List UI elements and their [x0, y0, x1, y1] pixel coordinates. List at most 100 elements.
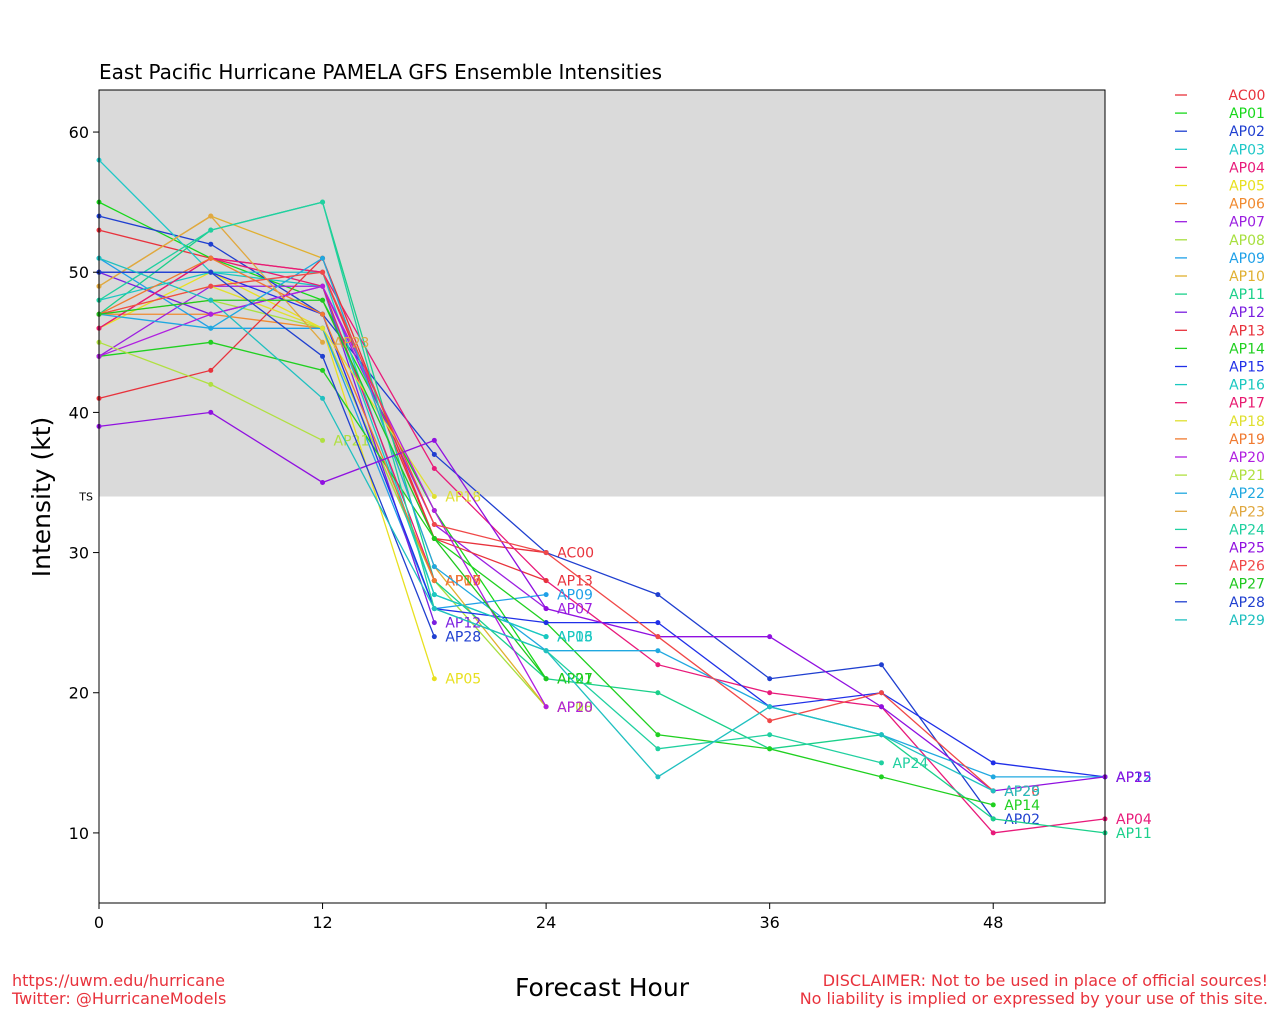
data-point-AP29: [990, 788, 996, 794]
data-point-AP23: [208, 213, 214, 219]
data-point-AP14: [208, 339, 214, 345]
series-end-label-AP26: AP26: [1004, 784, 1040, 800]
x-axis-label: Forecast Hour: [515, 973, 690, 1002]
data-point-AP25: [543, 606, 549, 612]
series-end-label-AP19: AP19: [445, 574, 481, 590]
data-point-AP14: [878, 774, 884, 780]
x-tick-label: 24: [536, 913, 556, 932]
series-AP26: AP26: [96, 269, 1040, 800]
data-point-AP14: [320, 367, 326, 373]
series-end-label-AP18: AP18: [445, 490, 481, 506]
data-point-AP24: [878, 760, 884, 766]
series-end-label-AP05: AP05: [445, 672, 481, 688]
legend-label-AP15: AP15: [1229, 360, 1265, 376]
data-point-AP28: [320, 353, 326, 359]
legend-label-AP25: AP25: [1229, 541, 1265, 557]
series-AP29: AP29: [96, 255, 1040, 800]
data-point-AP14: [655, 732, 661, 738]
series-line-AP22: [98, 257, 1105, 778]
disclaimer-line-1: DISCLAIMER: Not to be used in place of o…: [822, 971, 1268, 990]
y-tick-label: 30: [69, 544, 89, 563]
y-tick-label: 40: [69, 403, 89, 422]
data-point-AP02: [208, 241, 214, 247]
data-point-AP25: [320, 479, 326, 485]
data-point-AP24: [208, 227, 214, 233]
x-tick-label: 0: [94, 913, 104, 932]
legend-label-AP06: AP06: [1229, 197, 1265, 213]
legend-label-AP22: AP22: [1229, 486, 1265, 502]
data-point-AP25: [208, 409, 214, 415]
legend-label-AP29: AP29: [1229, 613, 1265, 629]
data-point-AP20: [431, 508, 437, 514]
data-point-AP29: [655, 774, 661, 780]
series-end-label-AP14: AP14: [1004, 798, 1040, 814]
footer-twitter[interactable]: Twitter: @HurricaneModels: [12, 989, 227, 1008]
series-end-label-AP02: AP02: [1004, 812, 1040, 828]
data-point-AP22: [990, 774, 996, 780]
legend-label-AP14: AP14: [1229, 341, 1265, 357]
y-tick-label: 10: [69, 824, 89, 843]
data-point-AP25: [878, 704, 884, 710]
legend-label-AP24: AP24: [1229, 522, 1265, 538]
data-point-AP26: [655, 634, 661, 640]
legend-label-AP19: AP19: [1229, 432, 1265, 448]
data-point-AP25: [431, 437, 437, 443]
data-point-AP13: [543, 578, 549, 584]
legend-label-AP21: AP21: [1229, 468, 1265, 484]
data-point-AP19: [208, 255, 214, 261]
series-end-label-AP27: AP27: [557, 672, 593, 688]
data-point-AP02: [767, 676, 773, 682]
data-point-AP25: [767, 634, 773, 640]
series-line-AP19: [98, 257, 435, 581]
series-end-label-AP25: AP25: [1116, 770, 1152, 786]
ts-label: TS: [78, 491, 93, 504]
data-point-AP02: [655, 592, 661, 598]
data-point-AP14: [990, 802, 996, 808]
data-point-AP27: [431, 536, 437, 542]
legend-label-AP27: AP27: [1229, 577, 1265, 593]
data-point-AP05: [431, 676, 437, 682]
series-end-label-AP28: AP28: [445, 630, 481, 646]
legend-label-AP02: AP02: [1229, 124, 1265, 140]
data-point-AP26: [208, 283, 214, 289]
footer-url[interactable]: https://uwm.edu/hurricane: [12, 971, 225, 990]
data-point-AP29: [878, 732, 884, 738]
data-point-AP29: [320, 395, 326, 401]
chart-title: East Pacific Hurricane PAMELA GFS Ensemb…: [99, 60, 662, 84]
legend-label-AP03: AP03: [1229, 142, 1265, 158]
data-point-AP04: [767, 690, 773, 696]
legend-label-AP05: AP05: [1229, 179, 1265, 195]
data-point-AP15: [990, 760, 996, 766]
series-AP22: AP22: [96, 255, 1152, 786]
series-AP20: AP20: [96, 283, 593, 716]
legend-label-AP07: AP07: [1229, 215, 1265, 231]
legend-label-AP23: AP23: [1229, 504, 1265, 520]
data-point-AP22: [320, 255, 326, 261]
footer-credits: https://uwm.edu/hurricane Twitter: @Hurr…: [12, 972, 226, 1008]
data-point-AP26: [431, 522, 437, 528]
data-point-AP15: [655, 620, 661, 626]
data-point-AP26: [767, 718, 773, 724]
legend-label-AP10: AP10: [1229, 269, 1265, 285]
series-end-label-AP22: AP22: [1116, 770, 1152, 786]
data-point-AP26: [320, 269, 326, 275]
data-point-AP20: [320, 283, 326, 289]
data-point-AP04: [431, 465, 437, 471]
data-point-AP15: [543, 620, 549, 626]
legend-label-AP16: AP16: [1229, 378, 1265, 394]
data-point-AP24: [320, 199, 326, 205]
data-point-AP11: [990, 816, 996, 822]
x-tick-label: 36: [759, 913, 779, 932]
data-point-AP22: [208, 325, 214, 331]
data-point-AP21: [320, 437, 326, 443]
series-end-label-AP20: AP20: [557, 700, 593, 716]
legend-label-AP20: AP20: [1229, 450, 1265, 466]
series-AP25: AP25: [96, 409, 1152, 794]
series-end-label-AP21: AP21: [334, 433, 370, 449]
series-end-label-AP13: AP13: [557, 574, 593, 590]
data-point-AP09: [543, 592, 549, 598]
series-line-AP17: [98, 257, 435, 581]
y-tick-label: 20: [69, 684, 89, 703]
data-point-AP12: [431, 620, 437, 626]
